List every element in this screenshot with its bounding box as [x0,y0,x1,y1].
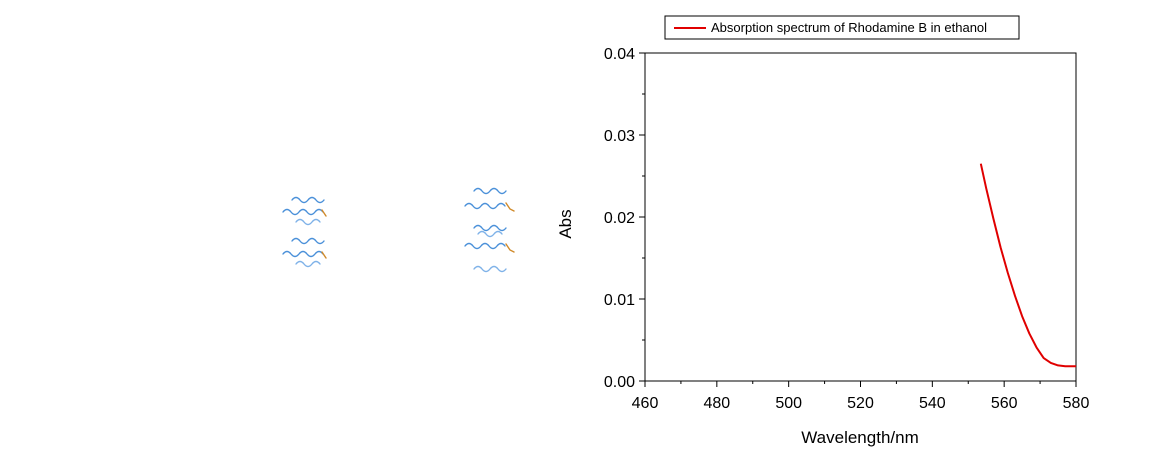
legend-entry-label: Absorption spectrum of Rhodamine B in et… [711,20,987,35]
x-tick-label: 540 [919,395,946,412]
y-tick-label: 0.01 [604,292,635,309]
x-tick-label: 480 [703,395,730,412]
y-axis-ticks: 0.00 0.01 0.02 0.03 0.04 [604,46,645,391]
y-axis-title: Abs [556,209,575,238]
x-tick-label: 560 [991,395,1018,412]
x-axis-title: Wavelength/nm [801,428,918,447]
wave-decoration-left [282,196,327,268]
wave-decoration-middle [464,187,515,273]
x-tick-label: 580 [1063,395,1090,412]
series-line-0 [979,163,1076,368]
x-tick-label: 500 [775,395,802,412]
y-tick-label: 0.04 [604,46,635,63]
legend: Absorption spectrum of Rhodamine B in et… [664,15,1020,40]
legend-box [664,15,1020,40]
y-tick-label: 0.03 [604,128,635,145]
y-tick-label: 0.02 [604,210,635,227]
plot-frame [644,52,1077,382]
series-layer [979,163,1076,368]
x-tick-label: 520 [847,395,874,412]
x-tick-label: 460 [632,395,659,412]
y-tick-label: 0.00 [604,374,635,391]
x-axis-ticks: 460 480 500 520 540 560 580 [632,381,1090,412]
